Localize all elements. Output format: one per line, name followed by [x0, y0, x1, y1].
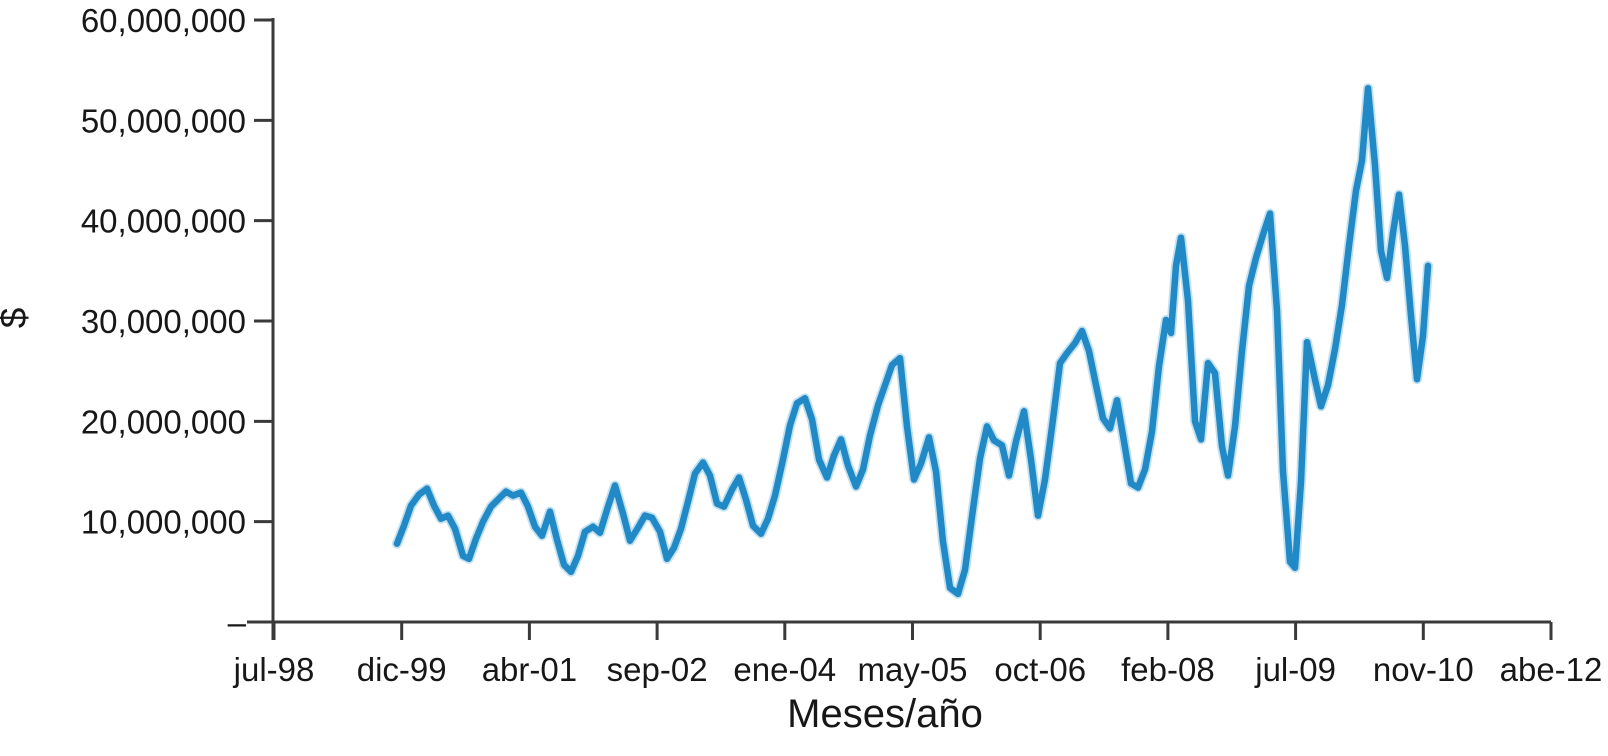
- x-tick-label: feb-08: [1121, 651, 1215, 688]
- x-tick-label: oct-06: [994, 651, 1086, 688]
- x-tick-label: nov-10: [1373, 651, 1474, 688]
- y-tick-label: 20,000,000: [81, 403, 246, 440]
- x-tick-label: jul-98: [233, 651, 315, 688]
- series-line: [393, 84, 1432, 598]
- data-series-layer: [392, 83, 1433, 599]
- x-tick-label: abe-12: [1500, 651, 1603, 688]
- y-axis-title: $: [0, 308, 34, 329]
- x-tick-label: abr-01: [482, 651, 577, 688]
- tick-labels-layer: 60,000,000 50,000,000 40,000,000 30,000,000…: [81, 2, 1603, 688]
- y-tick-label: –: [228, 604, 247, 641]
- x-tick-label: ene-04: [733, 651, 836, 688]
- y-tick-label: 10,000,000: [81, 504, 246, 541]
- x-tick-label: may-05: [857, 651, 967, 688]
- y-tick-label: 40,000,000: [81, 203, 246, 240]
- y-tick-label: 30,000,000: [81, 303, 246, 340]
- x-tick-label: dic-99: [357, 651, 447, 688]
- y-tick-label: 60,000,000: [81, 2, 246, 39]
- x-tick-label: sep-02: [607, 651, 708, 688]
- x-axis-title: Meses/año: [787, 692, 983, 736]
- axes-layer: [247, 18, 1553, 640]
- x-tick-label: jul-09: [1254, 651, 1336, 688]
- y-tick-label: 50,000,000: [81, 102, 246, 139]
